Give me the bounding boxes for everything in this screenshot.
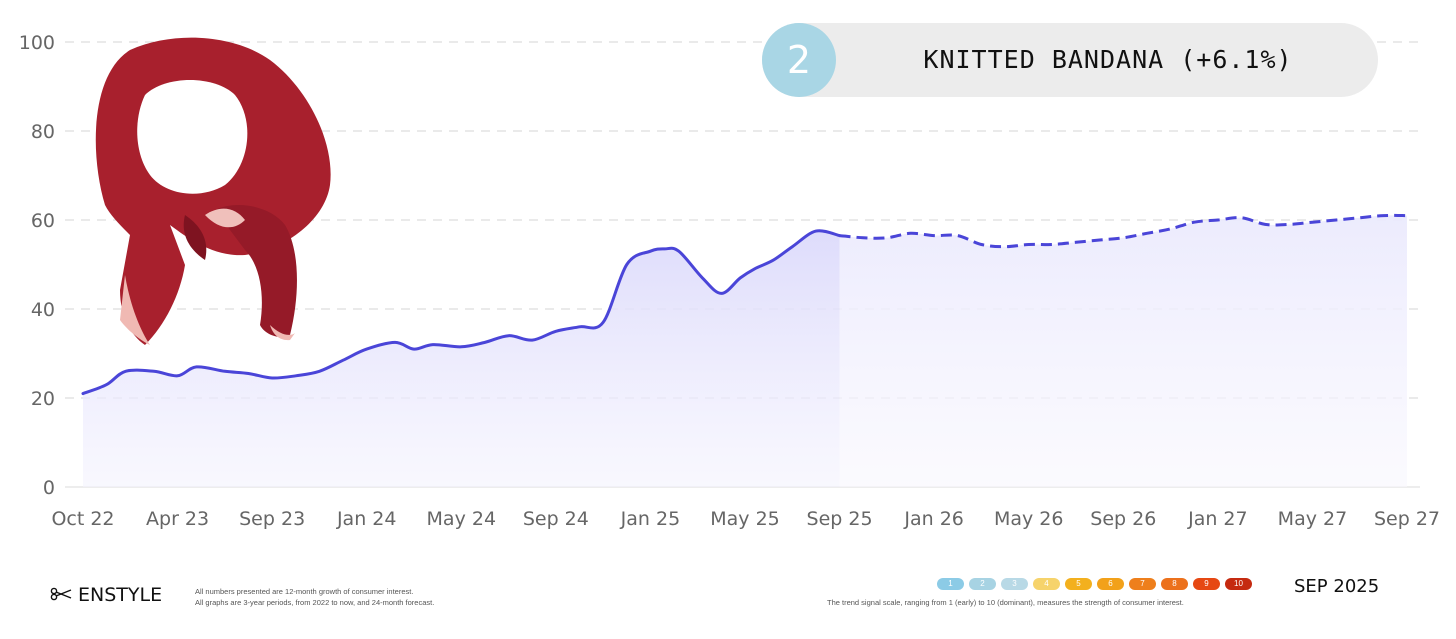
lines xyxy=(81,213,1408,396)
x-tick-label: Jan 27 xyxy=(1187,508,1248,530)
x-tick-label: May 27 xyxy=(1278,508,1348,530)
x-tick-label: Sep 24 xyxy=(523,508,589,530)
x-tick-label: May 25 xyxy=(710,508,780,530)
y-axis: 0 20 40 60 80 100 xyxy=(19,32,55,499)
brand-name: ENSTYLE xyxy=(78,584,163,606)
y-tick-label: 20 xyxy=(31,388,55,410)
series-line-actual xyxy=(81,229,842,396)
x-tick-label: Sep 27 xyxy=(1374,508,1440,530)
x-tick-label: Sep 25 xyxy=(807,508,873,530)
report-date: SEP 2025 xyxy=(1294,576,1380,597)
x-tick-label: Jan 26 xyxy=(903,508,964,530)
y-tick-label: 0 xyxy=(43,477,55,499)
scale-chip-5: 5 xyxy=(1065,578,1092,590)
trend-signal-scale: 1 2 3 4 5 6 7 8 9 10 xyxy=(937,578,1252,590)
scale-chip-1: 1 xyxy=(937,578,964,590)
footer-note-line-1: All numbers presented are 12-month growt… xyxy=(195,587,414,596)
scale-chip-3: 3 xyxy=(1001,578,1028,590)
x-axis: Oct 22 Apr 23 Sep 23 Jan 24 May 24 Sep 24 Jan … xyxy=(51,508,1440,530)
series-line-forecast xyxy=(839,213,1408,249)
footer-note: All numbers presented are 12-month growt… xyxy=(195,586,434,608)
y-tick-label: 100 xyxy=(19,32,55,54)
x-tick-label: Sep 23 xyxy=(239,508,305,530)
x-tick-label: Jan 25 xyxy=(620,508,681,530)
rank-badge: 2 xyxy=(762,23,836,97)
area-forecast xyxy=(839,215,1407,487)
scale-caption: The trend signal scale, ranging from 1 (… xyxy=(827,598,1184,607)
scale-chip-9: 9 xyxy=(1193,578,1220,590)
y-tick-label: 60 xyxy=(31,210,55,232)
x-tick-label: Oct 22 xyxy=(51,508,114,530)
brand-logo: ENSTYLE xyxy=(50,584,162,606)
x-tick-label: Jan 24 xyxy=(336,508,397,530)
trend-title: KNITTED BANDANA (+6.1%) xyxy=(923,45,1293,74)
y-tick-label: 80 xyxy=(31,121,55,143)
scissors-icon xyxy=(50,584,72,606)
trend-chart: 0 20 40 60 80 100 Oct 22 Apr 23 Sep 23 Jan 24 May… xyxy=(19,32,1440,530)
footer-note-line-2: All graphs are 3-year periods, from 2022… xyxy=(195,598,435,607)
scale-chip-10: 10 xyxy=(1225,578,1252,590)
x-tick-label: Apr 23 xyxy=(146,508,209,530)
area-fill xyxy=(83,215,1407,488)
scale-chip-8: 8 xyxy=(1161,578,1188,590)
scale-chip-2: 2 xyxy=(969,578,996,590)
trend-title-badge: 2 KNITTED BANDANA (+6.1%) xyxy=(762,23,1378,97)
y-tick-label: 40 xyxy=(31,299,55,321)
knitted-bandana-image xyxy=(95,37,331,345)
x-tick-label: Sep 26 xyxy=(1090,508,1156,530)
scale-chip-4: 4 xyxy=(1033,578,1060,590)
x-tick-label: May 24 xyxy=(427,508,497,530)
area-actual xyxy=(83,230,840,488)
scale-chip-6: 6 xyxy=(1097,578,1124,590)
scale-chip-7: 7 xyxy=(1129,578,1156,590)
x-tick-label: May 26 xyxy=(994,508,1064,530)
